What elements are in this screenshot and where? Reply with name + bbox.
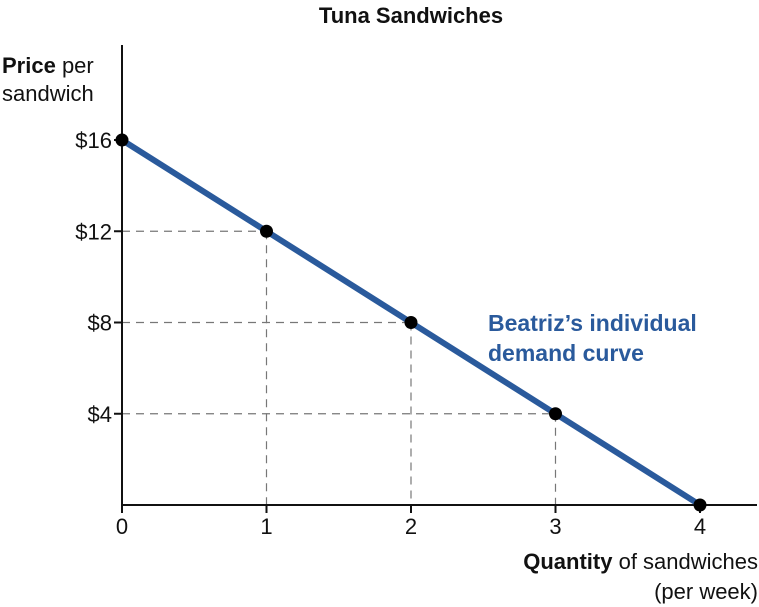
x-tick-labels: 0 1 2 3 4 [116,514,706,539]
y-axis-label-rest: per [56,53,94,78]
x-axis-label: Quantity of sandwiches [523,549,758,574]
y-tick-label-12: $12 [75,219,112,244]
x-tick-label-1: 1 [260,514,272,539]
x-axis-label-bold: Quantity [523,549,613,574]
chart-title: Tuna Sandwiches [319,3,503,28]
y-tick-label-4: $4 [88,402,112,427]
y-axis-label-bold: Price [2,53,56,78]
axes [114,45,757,513]
guide-lines [122,230,557,505]
y-axis-label-line2: sandwich [2,81,94,106]
x-tick-label-4: 4 [694,514,706,539]
data-point-x4 [693,498,707,512]
data-point-x0 [115,133,129,147]
data-point-x3 [549,407,562,421]
data-point-x1 [260,224,273,238]
x-tick-label-2: 2 [405,514,417,539]
data-points [115,133,707,512]
y-tick-labels: $16 $12 $8 $4 [75,128,112,427]
x-axis-label-line2: (per week) [654,579,758,604]
x-axis-label-rest: of sandwiches [612,549,758,574]
x-tick-label-0: 0 [116,514,128,539]
y-tick-label-16: $16 [75,128,112,153]
series-label-line-1: Beatriz’s individual [488,310,697,336]
data-point-x2 [404,316,418,329]
x-tick-label-3: 3 [549,514,561,539]
y-tick-label-8: $8 [88,311,112,336]
series-label-line-2: demand curve [488,340,644,366]
y-axis-label: Price per [2,53,94,78]
series-annotation: Beatriz’s individual demand curve [488,310,697,366]
